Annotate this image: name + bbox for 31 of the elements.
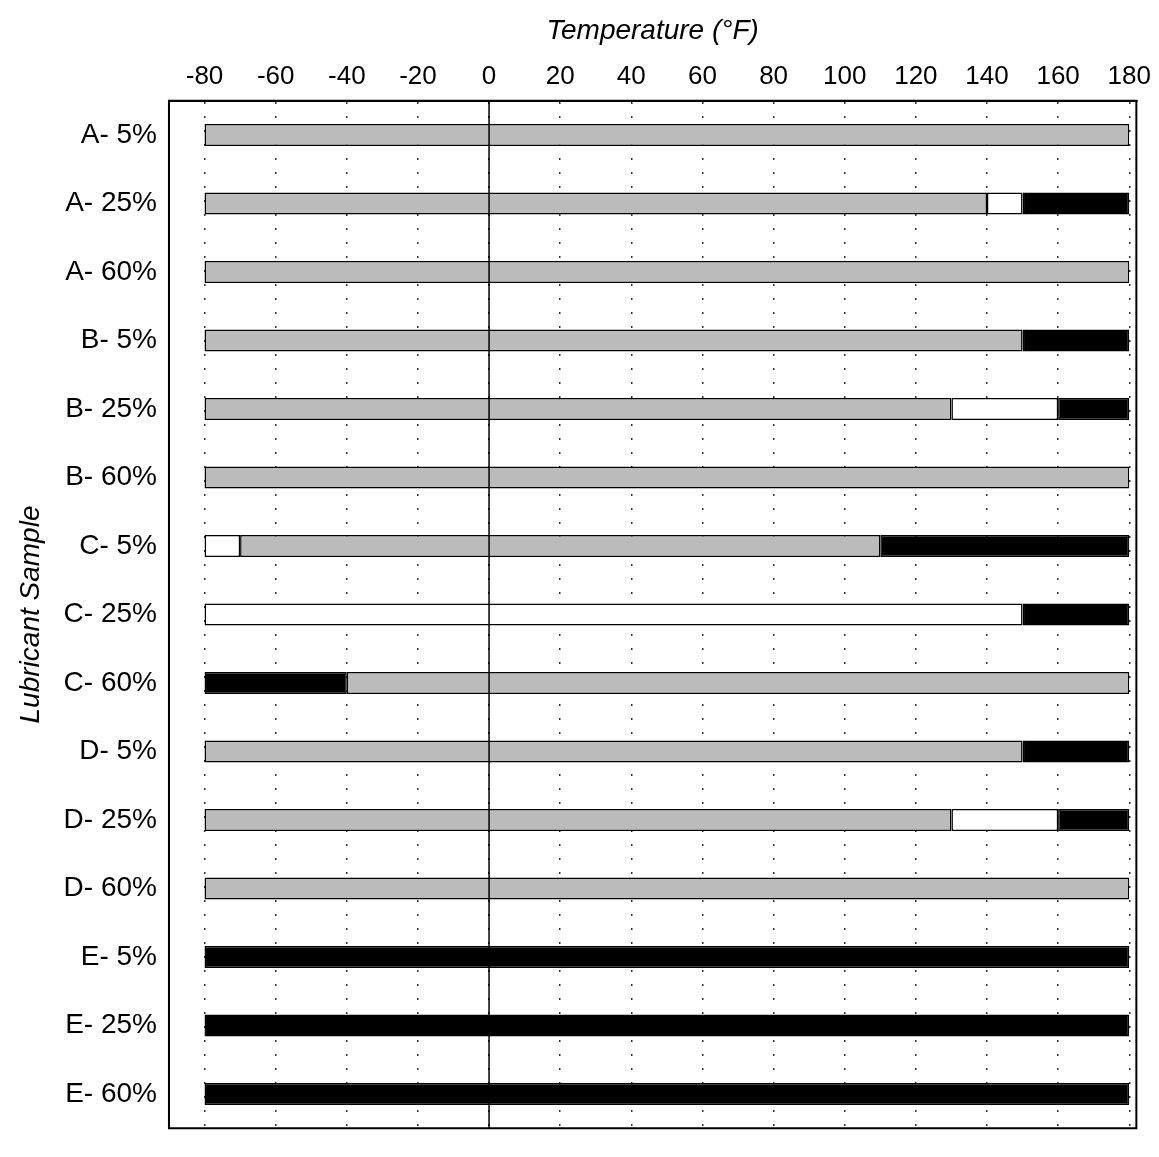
y-tick-label: D- 60% (63, 871, 157, 903)
x-tick-label: 80 (759, 60, 789, 91)
x-tick-label: 140 (965, 60, 1009, 91)
x-tick-label: -40 (328, 60, 366, 91)
x-tick-label: 100 (823, 60, 867, 91)
y-tick-label: D- 5% (79, 734, 157, 766)
x-tick-label: -20 (399, 60, 437, 91)
y-tick-label: B- 25% (65, 391, 157, 423)
x-tick-label: -60 (256, 60, 295, 91)
y-tick-label: E- 60% (65, 1076, 157, 1108)
y-tick-label: C- 5% (79, 528, 157, 560)
y-tick-label: C- 60% (63, 665, 157, 697)
x-axis-title: Temperature (°F) (546, 13, 759, 45)
y-tick-label: B- 60% (65, 460, 157, 492)
x-tick-label: 40 (616, 60, 646, 91)
y-axis-title: Lubricant Sample (13, 505, 45, 724)
x-tick-label: 160 (1036, 60, 1080, 91)
x-tick-label: 20 (545, 60, 575, 91)
y-tick-label: A- 25% (65, 186, 157, 218)
y-tick-label: E- 5% (80, 939, 157, 971)
x-tick-label: 120 (894, 60, 938, 91)
x-tick-label: 60 (688, 60, 717, 91)
y-tick-label: A- 60% (65, 254, 157, 286)
y-tick-label: D- 25% (63, 802, 157, 834)
y-tick-label: C- 25% (63, 597, 157, 629)
y-tick-label: E- 25% (65, 1008, 157, 1040)
y-tick-label: A- 5% (80, 117, 157, 149)
x-tick-label: 0 (481, 60, 497, 91)
y-tick-label: B- 5% (80, 323, 157, 355)
x-tick-label: -80 (185, 60, 224, 91)
x-tick-label: 180 (1107, 60, 1151, 91)
